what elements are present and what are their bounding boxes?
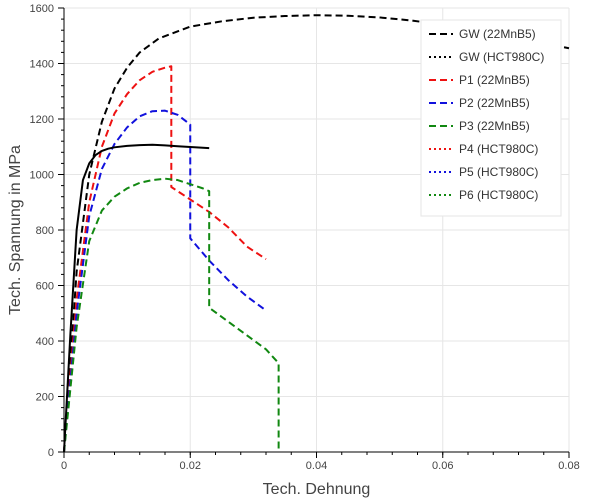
x-tick-label: 0: [61, 460, 67, 472]
legend-label: P2 (22MnB5): [459, 96, 530, 110]
y-tick-label: 1200: [30, 114, 54, 126]
y-tick-label: 1400: [30, 59, 54, 71]
y-tick-label: 400: [36, 336, 54, 348]
y-axis-title: Tech. Spannung in MPa: [7, 145, 24, 315]
y-tick-label: 1600: [30, 3, 54, 15]
legend-box: [420, 19, 562, 217]
y-tick-label: 200: [36, 392, 54, 404]
series-line-2: [63, 65, 267, 453]
legend-label: GW (HCT980C): [459, 50, 544, 64]
series-line-8: [63, 143, 210, 453]
x-tick-label: 0.04: [306, 460, 327, 472]
y-tick-label: 600: [36, 281, 54, 293]
x-tick-label: 0.08: [558, 460, 579, 472]
x-axis-title: Tech. Dehnung: [263, 481, 371, 498]
y-tick-label: 0: [48, 447, 54, 459]
y-tick-label: 1000: [30, 170, 54, 182]
y-axis-ticks: 0 200 400 600 800 1000 1200 1400 1600: [30, 3, 64, 459]
legend-label: P6 (HCT980C): [459, 188, 538, 202]
legend-label: P5 (HCT980C): [459, 165, 538, 179]
legend-label: GW (22MnB5): [459, 27, 536, 41]
series-line-4: [63, 177, 280, 453]
legend: GW (22MnB5) GW (HCT980C) P1 (22MnB5) P2 (22…: [420, 19, 562, 217]
series-line-3: [63, 109, 267, 453]
legend-label: P4 (HCT980C): [459, 142, 538, 156]
series-layer: [63, 14, 570, 453]
x-tick-label: 0.06: [432, 460, 453, 472]
legend-label: P3 (22MnB5): [459, 119, 530, 133]
series-line-0: [63, 14, 570, 453]
x-tick-label: 0.02: [180, 460, 201, 472]
legend-label: P1 (22MnB5): [459, 73, 530, 87]
y-tick-label: 800: [36, 225, 54, 237]
x-axis-ticks: 0 0.02 0.04 0.06 0.08: [61, 452, 580, 472]
